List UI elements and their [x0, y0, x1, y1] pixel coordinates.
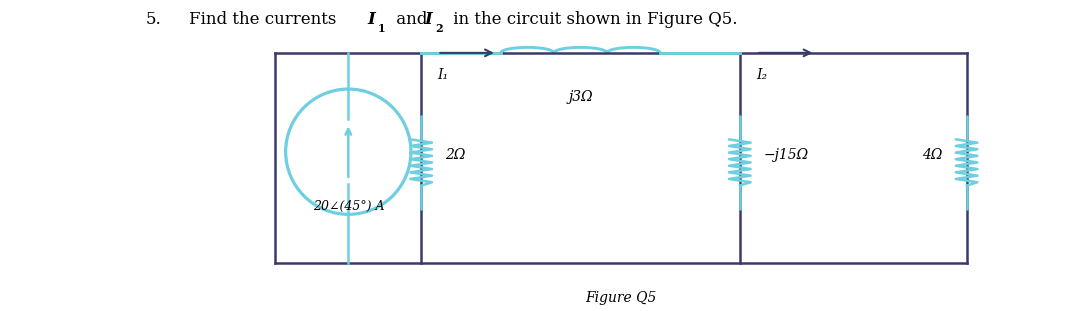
- Text: 20∠(45°) A: 20∠(45°) A: [312, 200, 384, 213]
- Text: 2Ω: 2Ω: [445, 148, 465, 162]
- Text: I₂: I₂: [756, 68, 767, 82]
- Text: Find the currents: Find the currents: [189, 11, 341, 28]
- Text: 4Ω: 4Ω: [922, 148, 943, 162]
- Text: Figure Q5: Figure Q5: [585, 291, 657, 305]
- Text: 1: 1: [378, 23, 386, 34]
- Text: −j15Ω: −j15Ω: [764, 148, 809, 162]
- Text: I: I: [367, 11, 375, 28]
- Text: 5.: 5.: [146, 11, 162, 28]
- Text: I₁: I₁: [437, 68, 448, 82]
- Text: I: I: [424, 11, 432, 28]
- Text: in the circuit shown in Figure Q5.: in the circuit shown in Figure Q5.: [448, 11, 738, 28]
- Text: j3Ω: j3Ω: [568, 90, 593, 104]
- Text: 2: 2: [435, 23, 443, 34]
- Text: and: and: [391, 11, 433, 28]
